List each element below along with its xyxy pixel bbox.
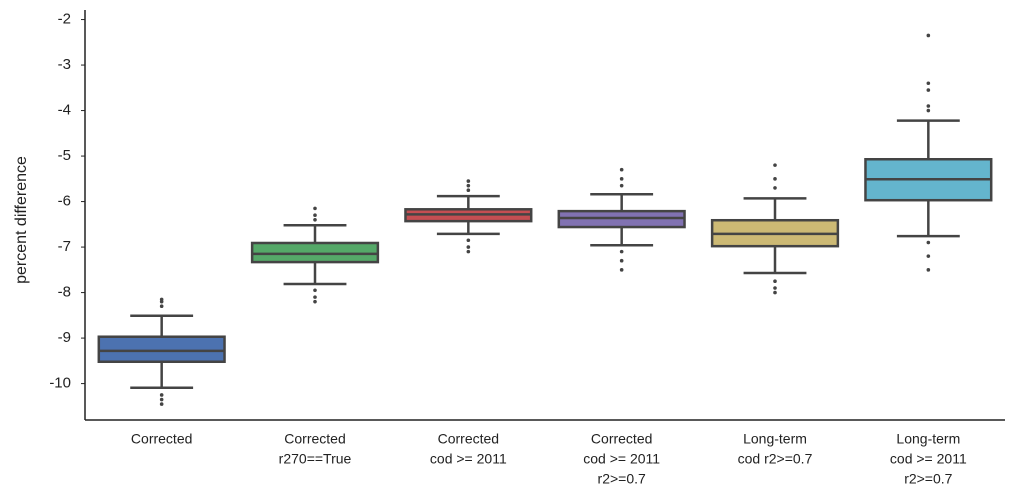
outlier — [773, 186, 777, 190]
x-tick-label: r270==True — [279, 451, 352, 467]
outlier — [159, 397, 164, 402]
outlier — [619, 183, 624, 188]
x-tick-label: Corrected — [284, 431, 345, 447]
outlier — [926, 240, 931, 245]
outlier — [926, 104, 931, 108]
y-tick-label: -7 — [58, 238, 71, 255]
outlier — [466, 179, 471, 183]
outlier — [159, 304, 164, 309]
outlier — [926, 108, 931, 113]
y-tick-label: -5 — [58, 147, 71, 164]
x-tick-label: Long-term — [743, 431, 807, 447]
y-tick-label: -3 — [58, 56, 71, 73]
outlier — [313, 217, 317, 222]
outlier — [773, 290, 777, 295]
x-tick-label: r2>=0.7 — [904, 471, 952, 487]
outlier — [926, 88, 931, 92]
outlier — [466, 249, 471, 254]
y-tick-label: -4 — [58, 102, 71, 119]
box — [97, 335, 226, 364]
outlier — [926, 33, 931, 38]
y-tick-label: -2 — [58, 11, 71, 28]
x-tick-label: cod >= 2011 — [430, 451, 507, 467]
outlier — [466, 188, 471, 192]
x-tick-label: cod >= 2011 — [583, 451, 660, 467]
outlier — [159, 297, 164, 302]
x-tick-label: r2>=0.7 — [598, 471, 646, 487]
outlier — [619, 167, 624, 172]
outlier — [619, 249, 624, 254]
outlier — [773, 286, 777, 290]
y-tick-label: -6 — [58, 193, 71, 210]
outlier — [926, 81, 931, 86]
outlier — [313, 295, 317, 299]
outlier — [926, 254, 931, 258]
outlier — [773, 163, 777, 167]
outlier — [619, 268, 624, 272]
outlier — [313, 213, 317, 218]
outlier — [159, 393, 164, 397]
y-tick-label: -9 — [58, 329, 71, 346]
outlier — [773, 279, 777, 284]
outlier — [313, 288, 317, 293]
x-tick-label: Corrected — [591, 431, 652, 447]
outlier — [466, 238, 471, 243]
x-tick-label: cod r2>=0.7 — [738, 451, 813, 467]
outlier — [466, 183, 471, 188]
outlier — [619, 177, 624, 181]
y-tick-label: -8 — [58, 284, 71, 301]
outlier — [773, 177, 777, 181]
outlier — [926, 268, 931, 272]
y-tick-label: -10 — [49, 375, 71, 392]
x-tick-label: Corrected — [131, 431, 192, 447]
x-tick-label: Corrected — [438, 431, 499, 447]
x-tick-label: cod >= 2011 — [890, 451, 967, 467]
outlier — [619, 258, 624, 263]
box — [250, 241, 380, 264]
outlier — [313, 206, 317, 211]
outlier — [313, 299, 317, 304]
outlier — [466, 245, 471, 249]
x-tick-label: Long-term — [896, 431, 960, 447]
y-axis-label: percent difference — [13, 156, 30, 284]
outlier — [159, 402, 164, 406]
